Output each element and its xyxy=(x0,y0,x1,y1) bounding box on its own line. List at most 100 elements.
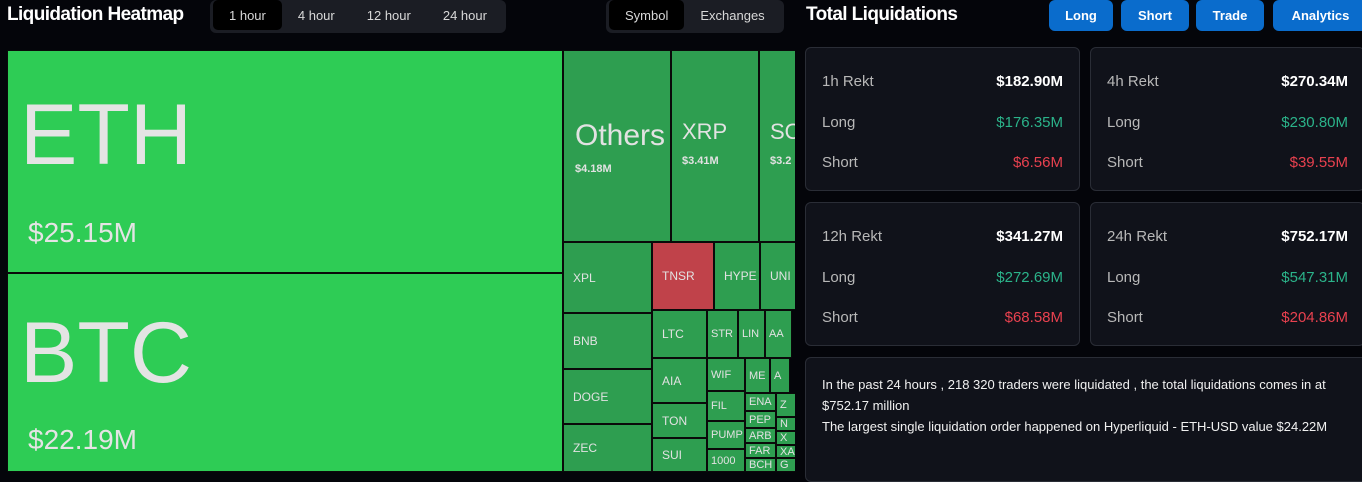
tile-symbol: X xyxy=(780,432,788,444)
trade-button[interactable]: Trade xyxy=(1196,0,1264,31)
tile-symbol: 1000 xyxy=(711,454,736,467)
short-label: Short xyxy=(822,309,858,326)
tile-symbol: BCH xyxy=(749,459,773,471)
tile-symbol: Z xyxy=(780,399,787,411)
tile-symbol: XRP xyxy=(682,119,728,144)
liquidation-treemap: ETH $25.15M BTC $22.19M Others $4.18M XRP $… xyxy=(7,50,795,472)
tile-value: $3.41M xyxy=(682,155,719,167)
long-value: $176.35M xyxy=(996,114,1063,131)
tile-symbol: XPL xyxy=(573,270,596,285)
treemap-tile-bnb[interactable]: BNB xyxy=(563,313,652,369)
short-button[interactable]: Short xyxy=(1121,0,1189,31)
tile-symbol: ZEC xyxy=(573,441,597,455)
tile-symbol: AIA xyxy=(662,373,682,388)
tab-symbol[interactable]: Symbol xyxy=(609,0,685,30)
treemap-tile-btc[interactable]: BTC $22.19M xyxy=(7,273,563,472)
tile-symbol: PUMP xyxy=(711,429,743,441)
rekt-card-12h: 12h Rekt $341.27M Long $272.69M Short $68.5… xyxy=(805,202,1080,346)
treemap-tile-x[interactable]: X xyxy=(776,431,795,445)
treemap-tile-sol[interactable]: SOL $3.2 xyxy=(759,50,795,242)
treemap-tile-tnsr[interactable]: TNSR xyxy=(652,242,714,310)
view-tabs: Symbol Exchanges xyxy=(606,0,784,33)
treemap-tile-xa[interactable]: XA xyxy=(776,445,795,458)
summary-line-largest-order: The largest single liquidation order hap… xyxy=(822,419,1328,434)
tile-symbol: SOL xyxy=(770,119,795,144)
long-label: Long xyxy=(1107,269,1141,286)
treemap-tile-bch[interactable]: BCH xyxy=(745,458,776,472)
treemap-tile-ton[interactable]: TON xyxy=(652,403,707,438)
card-total: $341.27M xyxy=(996,228,1063,245)
treemap-tile-zec[interactable]: ZEC xyxy=(563,424,652,472)
treemap-tile-doge[interactable]: DOGE xyxy=(563,369,652,424)
tile-symbol: A xyxy=(774,369,782,382)
treemap-tile-xpl[interactable]: XPL xyxy=(563,242,652,313)
long-label: Long xyxy=(1107,114,1141,131)
card-total: $182.90M xyxy=(996,73,1063,90)
long-label: Long xyxy=(822,269,856,286)
treemap-tile-aia[interactable]: AIA xyxy=(652,358,707,403)
treemap-tile-n[interactable]: N xyxy=(776,417,795,431)
treemap-tile-a[interactable]: A xyxy=(770,358,790,393)
tile-value: $22.19M xyxy=(28,424,137,455)
tile-symbol: N xyxy=(780,418,788,430)
tile-symbol: BNB xyxy=(573,334,598,348)
tile-symbol: HYPE xyxy=(724,269,757,283)
long-button[interactable]: Long xyxy=(1049,0,1113,31)
treemap-tile-far[interactable]: FAR xyxy=(745,443,776,458)
treemap-tile-xrp[interactable]: XRP $3.41M xyxy=(671,50,759,242)
tile-value: $4.18M xyxy=(575,163,612,175)
treemap-tile-z[interactable]: Z xyxy=(776,393,795,417)
total-liquidations-title: Total Liquidations xyxy=(806,4,958,25)
treemap-tile-pep[interactable]: PEP xyxy=(745,411,776,428)
tile-symbol: BTC xyxy=(20,305,192,401)
short-value: $39.55M xyxy=(1289,154,1348,171)
rekt-card-24h: 24h Rekt $752.17M Long $547.31M Short $204.… xyxy=(1090,202,1362,346)
rekt-card-1h: 1h Rekt $182.90M Long $176.35M Short $6.56M xyxy=(805,47,1080,191)
tile-symbol: TNSR xyxy=(662,269,695,283)
treemap-tile-str[interactable]: STR xyxy=(707,310,738,358)
tab-1-hour[interactable]: 1 hour xyxy=(213,0,282,30)
treemap-tile-uni[interactable]: UNI xyxy=(760,242,795,310)
card-total: $270.34M xyxy=(1281,73,1348,90)
tab-exchanges[interactable]: Exchanges xyxy=(700,7,765,23)
time-range-tabs: 1 hour 4 hour 12 hour 24 hour xyxy=(210,0,506,33)
treemap-tile-others[interactable]: Others $4.18M xyxy=(563,50,671,242)
short-value: $68.58M xyxy=(1004,309,1063,326)
tile-symbol: WIF xyxy=(711,368,732,381)
treemap-tile-eth[interactable]: ETH $25.15M xyxy=(7,50,563,273)
treemap-tile-pump[interactable]: PUMP xyxy=(707,421,745,449)
short-value: $204.86M xyxy=(1281,309,1348,326)
tile-symbol: DOGE xyxy=(573,389,609,404)
treemap-tile-1000[interactable]: 1000 xyxy=(707,449,745,472)
treemap-tile-sui[interactable]: SUI xyxy=(652,438,707,472)
treemap-tile-ena[interactable]: ENA xyxy=(745,393,776,411)
tab-4-hour[interactable]: 4 hour xyxy=(297,7,335,23)
treemap-tile-aa[interactable]: AA xyxy=(765,310,792,358)
card-label: 1h Rekt xyxy=(822,73,874,90)
treemap-tile-fil[interactable]: FIL xyxy=(707,391,745,421)
tab-24-hour[interactable]: 24 hour xyxy=(442,7,487,23)
treemap-tile-wif[interactable]: WIF xyxy=(707,358,745,391)
card-label: 4h Rekt xyxy=(1107,73,1159,90)
long-value: $272.69M xyxy=(996,269,1063,286)
short-label: Short xyxy=(1107,154,1143,171)
treemap-tile-me[interactable]: ME xyxy=(745,358,770,393)
treemap-tile-ltc[interactable]: LTC xyxy=(652,310,707,358)
tab-12-hour[interactable]: 12 hour xyxy=(366,7,411,23)
treemap-tile-hype[interactable]: HYPE xyxy=(714,242,760,310)
tile-symbol: LIN xyxy=(742,328,760,340)
treemap-tile-lin[interactable]: LIN xyxy=(738,310,765,358)
treemap-tile-g[interactable]: G xyxy=(776,458,795,472)
tile-symbol: FIL xyxy=(711,400,727,412)
tile-value: $3.2 xyxy=(770,155,792,167)
treemap-tile-arb[interactable]: ARB xyxy=(745,428,776,443)
tile-symbol: LTC xyxy=(662,327,684,341)
tile-symbol: ETH xyxy=(20,87,192,183)
analytics-button[interactable]: Analytics xyxy=(1273,0,1362,31)
tile-symbol: FAR xyxy=(749,444,771,457)
tile-symbol: G xyxy=(780,459,789,471)
tile-symbol: PEP xyxy=(749,413,772,426)
tile-symbol: Others xyxy=(575,119,666,152)
short-value: $6.56M xyxy=(1012,154,1063,171)
tile-symbol: SUI xyxy=(662,448,683,462)
